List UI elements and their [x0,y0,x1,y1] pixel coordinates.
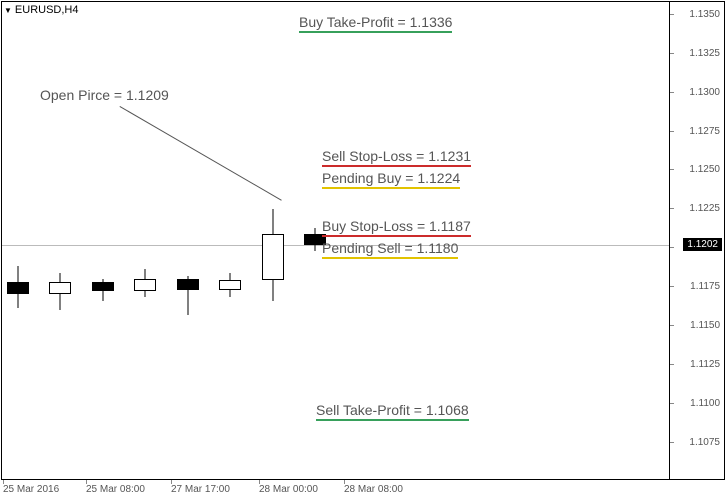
y-tick-label: 1.1125 [690,359,724,370]
y-tick-mark [670,403,674,404]
candle-body [49,282,71,294]
candle-body [7,282,29,294]
annotation-text: Pending Sell = 1.1180 [322,240,458,256]
y-tick: 1.1100 [670,397,724,409]
annotation-text: Open Pirce = 1.1209 [40,87,169,103]
annotation-open-price: Open Pirce = 1.1209 [40,87,169,103]
candle-body [92,282,114,291]
x-tick: 27 Mar 17:00 [171,480,230,500]
y-tick-mark [670,325,674,326]
annotation-underline [322,235,471,237]
x-tick-mark [171,480,172,484]
x-tick-label: 25 Mar 08:00 [86,480,145,495]
y-tick: 1.1075 [670,436,724,448]
candle [49,273,71,310]
annotation-text: Sell Stop-Loss = 1.1231 [322,148,471,164]
y-tick: 1.1275 [670,125,724,137]
y-axis: 1.1350 1.1325 1.1300 1.1275 1.1250 1.1225 1.12… [670,1,725,480]
y-tick: 1.1125 [670,358,724,370]
y-tick-label: 1.1175 [690,281,724,292]
y-tick-mark [670,131,674,132]
y-tick-label: 1.1100 [690,398,724,409]
x-tick-mark [259,480,260,484]
candle-body [134,279,156,291]
x-tick-label: 28 Mar 08:00 [344,480,403,495]
x-tick: 25 Mar 2016 [3,480,59,500]
annotation-pending-buy: Pending Buy = 1.1224 [322,170,460,189]
x-tick-label: 25 Mar 2016 [3,480,59,495]
annotation-underline [316,419,469,421]
x-tick-label: 27 Mar 17:00 [171,480,230,495]
x-tick-mark [86,480,87,484]
x-tick: 28 Mar 08:00 [344,480,403,500]
y-tick: 1.1300 [670,86,724,98]
candle [219,273,241,298]
candle-body [177,279,199,290]
y-tick: 1.1150 [670,319,724,331]
y-tick-label: 1.1275 [689,126,724,137]
annotation-sell-tp: Sell Take-Profit = 1.1068 [316,402,469,421]
x-tick-mark [344,480,345,484]
y-tick-mark [670,169,674,170]
y-tick-mark [670,247,674,248]
y-tick-mark [670,286,674,287]
y-tick-mark [670,92,674,93]
chart-container: ▼ EURUSD,H4 Open Pirce = 1.1209Buy Take-… [0,0,725,500]
plot-area: Open Pirce = 1.1209 Buy Take-Profit = 1.1… [1,1,670,480]
candle [177,276,199,315]
y-tick-label: 1.1150 [690,320,724,331]
annotation-buy-tp: Buy Take-Profit = 1.1336 [299,14,452,33]
candle [92,279,114,301]
annotation-underline [322,187,460,189]
y-tick-label: 1.1225 [689,203,724,214]
x-tick: 25 Mar 08:00 [86,480,145,500]
annotation-text: Buy Take-Profit = 1.1336 [299,14,452,30]
annotation-text: Buy Stop-Loss = 1.1187 [322,218,471,234]
x-tick: 28 Mar 00:00 [259,480,318,500]
x-tick-label: 28 Mar 00:00 [259,480,318,495]
candle-body [219,280,241,289]
y-tick-mark [670,208,674,209]
y-tick: 1.1250 [670,164,724,176]
x-axis: 25 Mar 2016 25 Mar 08:00 27 Mar 17:00 28 Ma… [1,480,670,500]
annotation-sell-sl: Sell Stop-Loss = 1.1231 [322,148,471,167]
y-tick-mark [670,364,674,365]
y-tick-mark [670,442,674,443]
y-tick-label: 1.1300 [689,87,724,98]
candle [7,266,29,308]
current-price-label: 1.1202 [683,238,722,251]
y-tick-mark [670,14,674,15]
x-tick-mark [3,480,4,484]
y-tick-label: 1.1075 [689,437,724,448]
y-tick: 1.1225 [670,203,724,215]
candle [134,269,156,297]
y-tick: 1.1325 [670,47,724,59]
y-tick-mark [670,53,674,54]
annotation-text: Sell Take-Profit = 1.1068 [316,402,469,418]
annotation-underline [322,165,471,167]
annotation-pending-sell: Pending Sell = 1.1180 [322,240,458,259]
annotation-leader-line [119,106,281,201]
annotation-text: Pending Buy = 1.1224 [322,170,460,186]
y-tick: 1.1175 [670,281,724,293]
annotation-underline [299,31,452,33]
y-tick: 1.1350 [670,8,724,20]
y-tick-label: 1.1325 [689,48,724,59]
annotation-underline [322,257,458,259]
candle [262,209,284,301]
candle-body [262,234,284,281]
annotation-buy-sl: Buy Stop-Loss = 1.1187 [322,218,471,237]
y-tick-label: 1.1350 [689,9,724,20]
y-tick-label: 1.1250 [689,164,724,175]
